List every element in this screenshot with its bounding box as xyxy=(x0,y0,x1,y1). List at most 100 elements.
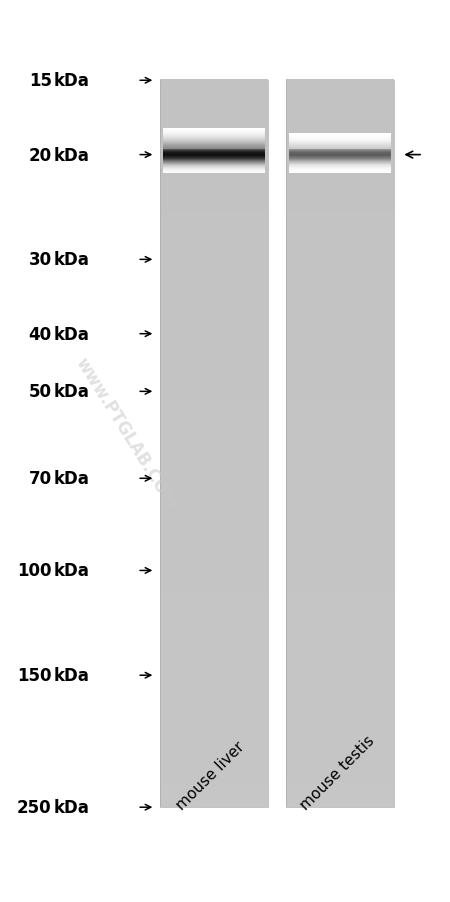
Bar xyxy=(286,211,394,216)
Bar xyxy=(160,530,268,535)
Bar xyxy=(286,781,394,786)
Bar xyxy=(160,251,268,255)
Bar xyxy=(286,668,394,673)
Bar xyxy=(286,730,394,734)
Bar xyxy=(160,371,268,375)
Bar xyxy=(160,403,268,408)
Bar xyxy=(286,179,394,183)
Bar xyxy=(286,614,394,619)
Bar xyxy=(286,385,394,390)
Text: 15: 15 xyxy=(29,72,52,90)
Bar xyxy=(286,342,394,346)
Bar xyxy=(160,538,268,542)
Bar xyxy=(286,153,394,158)
Bar xyxy=(286,538,394,542)
Bar xyxy=(160,313,268,318)
Bar xyxy=(286,240,394,244)
Bar xyxy=(286,127,394,132)
Bar xyxy=(286,803,394,807)
Bar xyxy=(286,317,394,321)
Bar xyxy=(286,770,394,775)
Bar xyxy=(160,400,268,404)
Bar xyxy=(160,272,268,277)
Bar xyxy=(160,175,268,179)
Bar xyxy=(160,574,268,578)
Bar xyxy=(160,262,268,266)
Bar xyxy=(286,491,394,495)
Bar xyxy=(286,545,394,549)
Bar xyxy=(160,164,268,169)
Bar xyxy=(160,124,268,128)
Bar xyxy=(160,643,268,648)
Bar xyxy=(160,745,268,750)
Bar xyxy=(286,723,394,727)
Bar xyxy=(160,364,268,368)
Bar xyxy=(160,298,268,303)
Bar xyxy=(160,179,268,183)
Bar xyxy=(286,774,394,778)
Bar xyxy=(160,647,268,651)
Bar xyxy=(286,726,394,731)
Bar xyxy=(160,473,268,477)
Bar xyxy=(160,447,268,452)
Bar xyxy=(286,741,394,746)
Bar xyxy=(286,767,394,771)
Bar xyxy=(160,335,268,339)
Bar xyxy=(286,302,394,307)
Bar xyxy=(160,498,268,502)
Bar xyxy=(160,280,268,284)
Bar xyxy=(286,734,394,739)
Bar xyxy=(160,588,268,594)
Bar xyxy=(286,796,394,800)
Bar xyxy=(160,106,268,110)
Bar xyxy=(160,385,268,390)
Bar xyxy=(160,120,268,124)
Bar xyxy=(286,480,394,484)
Bar xyxy=(286,749,394,753)
Bar xyxy=(160,432,268,437)
Bar xyxy=(160,697,268,702)
Bar xyxy=(286,650,394,655)
Bar xyxy=(286,621,394,626)
Bar xyxy=(286,378,394,382)
Bar xyxy=(286,439,394,444)
Bar xyxy=(286,182,394,187)
Bar xyxy=(286,577,394,582)
Bar xyxy=(286,458,394,463)
Bar xyxy=(160,694,268,698)
Bar xyxy=(286,149,394,153)
Bar xyxy=(286,262,394,266)
Bar xyxy=(160,425,268,429)
Bar xyxy=(286,124,394,128)
Bar xyxy=(160,715,268,720)
Bar xyxy=(286,465,394,470)
Bar xyxy=(160,781,268,786)
Bar xyxy=(160,730,268,734)
Bar xyxy=(160,98,268,103)
Bar xyxy=(160,207,268,212)
Bar xyxy=(160,153,268,158)
Bar xyxy=(160,236,268,241)
Bar xyxy=(160,520,268,524)
Bar xyxy=(160,593,268,597)
Bar xyxy=(160,650,268,655)
Bar xyxy=(286,778,394,782)
Bar xyxy=(160,527,268,531)
Bar xyxy=(286,215,394,219)
Bar xyxy=(286,712,394,716)
Bar xyxy=(160,276,268,281)
Bar xyxy=(160,211,268,216)
Bar xyxy=(160,491,268,495)
Bar xyxy=(286,738,394,742)
Bar xyxy=(286,640,394,644)
Bar xyxy=(160,353,268,357)
Bar xyxy=(160,244,268,248)
Bar xyxy=(160,127,268,132)
Bar xyxy=(286,629,394,633)
Bar xyxy=(286,193,394,198)
Bar xyxy=(286,200,394,205)
Bar xyxy=(286,161,394,165)
Bar xyxy=(286,548,394,553)
Bar xyxy=(160,803,268,807)
Bar xyxy=(286,226,394,230)
